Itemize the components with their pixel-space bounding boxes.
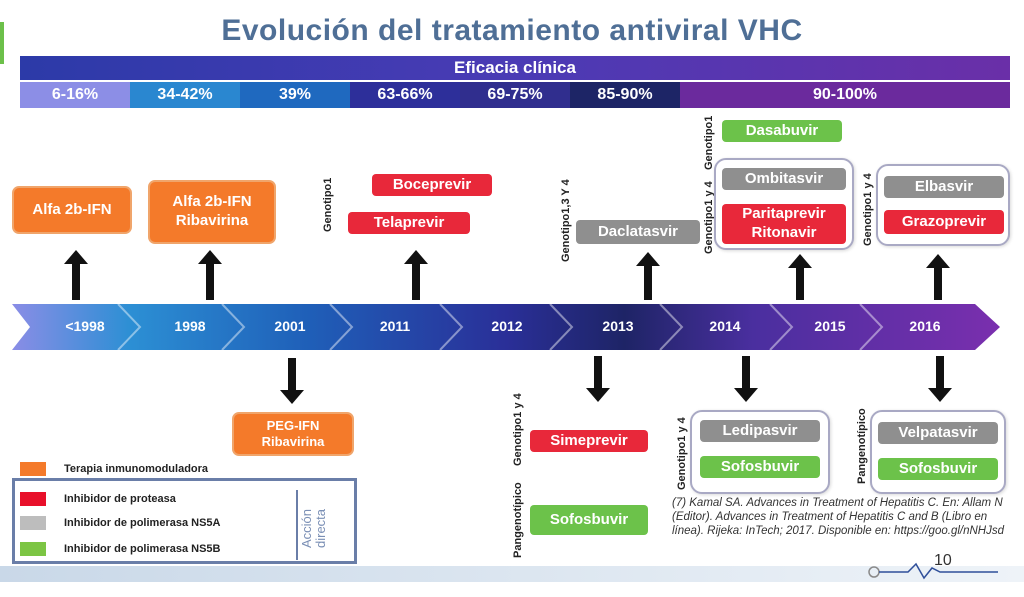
drug-ledipasvir: Ledipasvir: [700, 420, 820, 442]
genotype-label: Genotipo1: [322, 177, 334, 232]
timeline-year: 2013: [602, 318, 634, 334]
reference-text: (7) Kamal SA. Advances in Treatment of H…: [672, 497, 1004, 538]
arrow-down-icon: [280, 358, 304, 404]
arrow-up-icon: [926, 254, 950, 300]
genotype-label: Pangenotípico: [856, 408, 868, 484]
pulse-line-icon: [868, 562, 998, 580]
page-number: 10: [934, 552, 952, 569]
drug-peg-ribavirina: PEG-IFN Ribavirina: [232, 412, 354, 456]
genotype-label: Genotipo1 y 4: [512, 393, 524, 466]
legend-swatch: [20, 516, 46, 530]
drug-paritaprevir: Paritaprevir Ritonavir: [722, 204, 846, 244]
drug-ombitasvir: Ombitasvir: [722, 168, 846, 190]
footer-strip: [0, 566, 1024, 582]
drug-alfa-ifn: Alfa 2b-IFN: [12, 186, 132, 234]
timeline-year: 2015: [814, 318, 846, 334]
genotype-label: Genotipo1,3 Y 4: [560, 179, 572, 262]
timeline-year: 2012: [491, 318, 523, 334]
drug-sofosbuvir-2014: Sofosbuvir: [700, 456, 820, 478]
efficacy-cell: 34-42%: [130, 82, 240, 108]
timeline-arrow: [12, 303, 1000, 351]
legend-swatch: [20, 492, 46, 506]
drug-sofosbuvir-2016: Sofosbuvir: [878, 458, 998, 480]
timeline-year: 2011: [379, 318, 411, 334]
arrow-up-icon: [64, 250, 88, 300]
genotype-label: Pangenotípico: [512, 482, 524, 558]
efficacy-cell: 85-90%: [570, 82, 680, 108]
drug-elbasvir: Elbasvir: [884, 176, 1004, 198]
arrow-down-icon: [928, 356, 952, 402]
drug-daclatasvir: Daclatasvir: [576, 220, 700, 244]
drug-simeprevir: Simeprevir: [530, 430, 648, 452]
timeline-year: 2014: [709, 318, 741, 334]
genotype-label: Genotipo1: [703, 115, 715, 170]
arrow-down-icon: [734, 356, 758, 402]
legend-box: [12, 478, 357, 564]
legend-divider: [296, 490, 298, 560]
efficacy-header: Eficacia clínica: [20, 56, 1010, 80]
timeline-year: 2001: [274, 318, 306, 334]
arrow-up-icon: [636, 252, 660, 300]
arrow-down-icon: [586, 356, 610, 402]
efficacy-cell: 39%: [240, 82, 350, 108]
legend-item: Inhibidor de polimerasa NS5B: [20, 542, 220, 556]
arrow-up-icon: [198, 250, 222, 300]
legend-item: Inhibidor de polimerasa NS5A: [20, 516, 220, 530]
drug-velpatasvir: Velpatasvir: [878, 422, 998, 444]
drug-sofosbuvir-2013: Sofosbuvir: [530, 505, 648, 535]
accent-bar: [0, 22, 4, 64]
efficacy-cell: 6-16%: [20, 82, 130, 108]
legend-item: Terapia inmunomoduladora: [20, 462, 208, 476]
drug-alfa-ribavirina: Alfa 2b-IFN Ribavirina: [148, 180, 276, 244]
timeline-year: 1998: [174, 318, 206, 334]
accion-directa-label: Acción directa: [299, 508, 329, 548]
legend-item: Inhibidor de proteasa: [20, 492, 176, 506]
drug-boceprevir: Boceprevir: [372, 174, 492, 196]
legend-swatch: [20, 462, 46, 476]
timeline-year: <1998: [65, 318, 105, 334]
page-title: Evolución del tratamiento antiviral VHC: [221, 14, 803, 47]
efficacy-cell: 63-66%: [350, 82, 460, 108]
efficacy-cell: 69-75%: [460, 82, 570, 108]
genotype-label: Genotipo1 y 4: [862, 173, 874, 246]
arrow-up-icon: [404, 250, 428, 300]
legend-swatch: [20, 542, 46, 556]
efficacy-cell: 90-100%: [680, 82, 1010, 108]
drug-telaprevir: Telaprevir: [348, 212, 470, 234]
genotype-label: Genotipo1 y 4: [676, 417, 688, 490]
drug-grazoprevir: Grazoprevir: [884, 210, 1004, 234]
arrow-up-icon: [788, 254, 812, 300]
timeline-year: 2016: [909, 318, 941, 334]
drug-dasabuvir: Dasabuvir: [722, 120, 842, 142]
